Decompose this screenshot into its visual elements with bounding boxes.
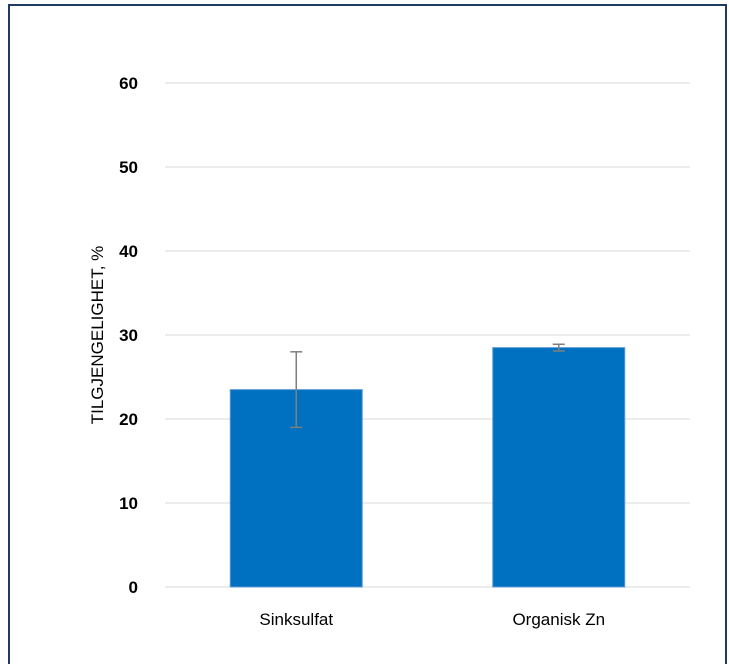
y-tick-label: 40 (119, 242, 138, 261)
error-bars (290, 343, 565, 429)
y-axis-ticks: 0 10 20 30 40 50 60 (119, 74, 138, 597)
y-tick-label: 50 (119, 158, 138, 177)
x-category-label: Sinksulfat (259, 610, 333, 629)
y-axis-label: TILGJENGELIGHET, % (88, 246, 107, 425)
y-tick-label: 10 (119, 494, 138, 513)
y-tick-label: 0 (129, 578, 138, 597)
y-tick-label: 60 (119, 74, 138, 93)
bars (229, 347, 626, 588)
bar (492, 347, 626, 588)
y-tick-label: 30 (119, 326, 138, 345)
x-axis-labels: Sinksulfat Organisk Zn (259, 610, 605, 629)
x-category-label: Organisk Zn (512, 610, 605, 629)
y-tick-label: 20 (119, 410, 138, 429)
